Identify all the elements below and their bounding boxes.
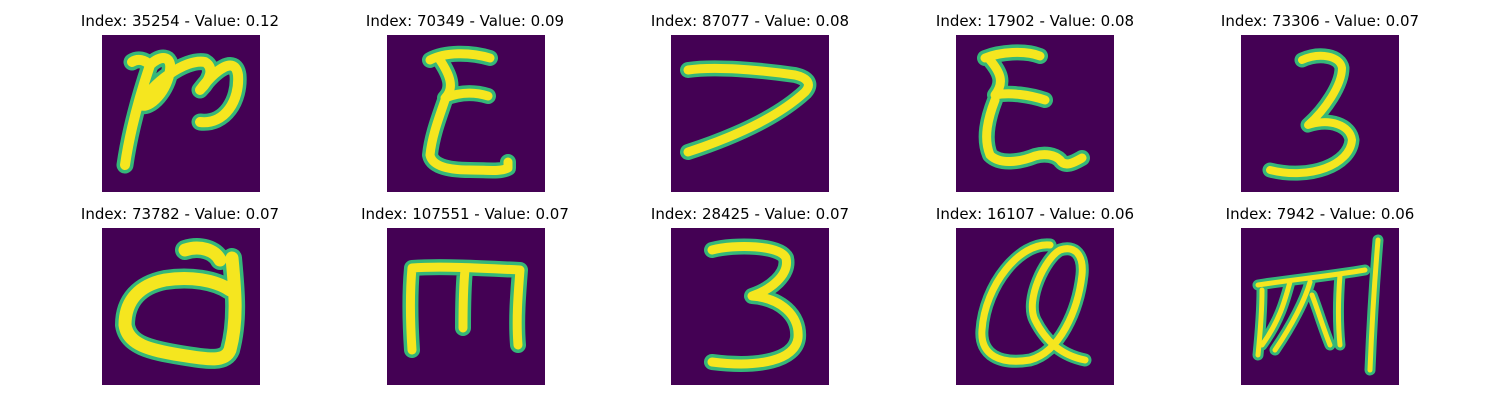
panel-title: Index: 87077 - Value: 0.08 [651, 12, 849, 30]
image-panel: Index: 17902 - Value: 0.08 [936, 12, 1134, 192]
image-panel: Index: 28425 - Value: 0.07 [651, 205, 849, 385]
handwritten-glyph [680, 60, 817, 160]
handwritten-glyph [975, 238, 1092, 368]
panel-title: Index: 35254 - Value: 0.12 [81, 12, 279, 30]
image-panel: Index: 35254 - Value: 0.12 [81, 12, 279, 192]
panel-title: Index: 16107 - Value: 0.06 [936, 205, 1134, 223]
handwritten-glyph [704, 238, 807, 372]
handwritten-glyph [977, 44, 1090, 172]
panel-title: Index: 28425 - Value: 0.07 [651, 205, 849, 223]
panel-title: Index: 73782 - Value: 0.07 [81, 205, 279, 223]
image-panel: Index: 73782 - Value: 0.07 [81, 205, 279, 385]
panel-title: Index: 7942 - Value: 0.06 [1226, 205, 1415, 223]
handwritten-glyph [1252, 234, 1384, 376]
handwritten-glyph [116, 49, 247, 174]
panel-title: Index: 17902 - Value: 0.08 [936, 12, 1134, 30]
panel-title: Index: 73306 - Value: 0.07 [1221, 12, 1419, 30]
image-panel: Index: 107551 - Value: 0.07 [361, 205, 569, 385]
image-panel: Index: 73306 - Value: 0.07 [1221, 12, 1419, 192]
image-panel: Index: 16107 - Value: 0.06 [936, 205, 1134, 385]
panel-title: Index: 70349 - Value: 0.09 [366, 12, 564, 30]
image-panel: Index: 7942 - Value: 0.06 [1226, 205, 1415, 385]
handwritten-glyph [422, 45, 516, 179]
image-background [671, 35, 829, 192]
handwritten-glyph [1262, 48, 1360, 181]
image-panel: Index: 70349 - Value: 0.09 [366, 12, 564, 192]
handwritten-glyph [115, 238, 246, 369]
image-panel: Index: 87077 - Value: 0.08 [651, 12, 849, 192]
handwritten-glyph [402, 259, 528, 358]
panel-title: Index: 107551 - Value: 0.07 [361, 205, 569, 223]
